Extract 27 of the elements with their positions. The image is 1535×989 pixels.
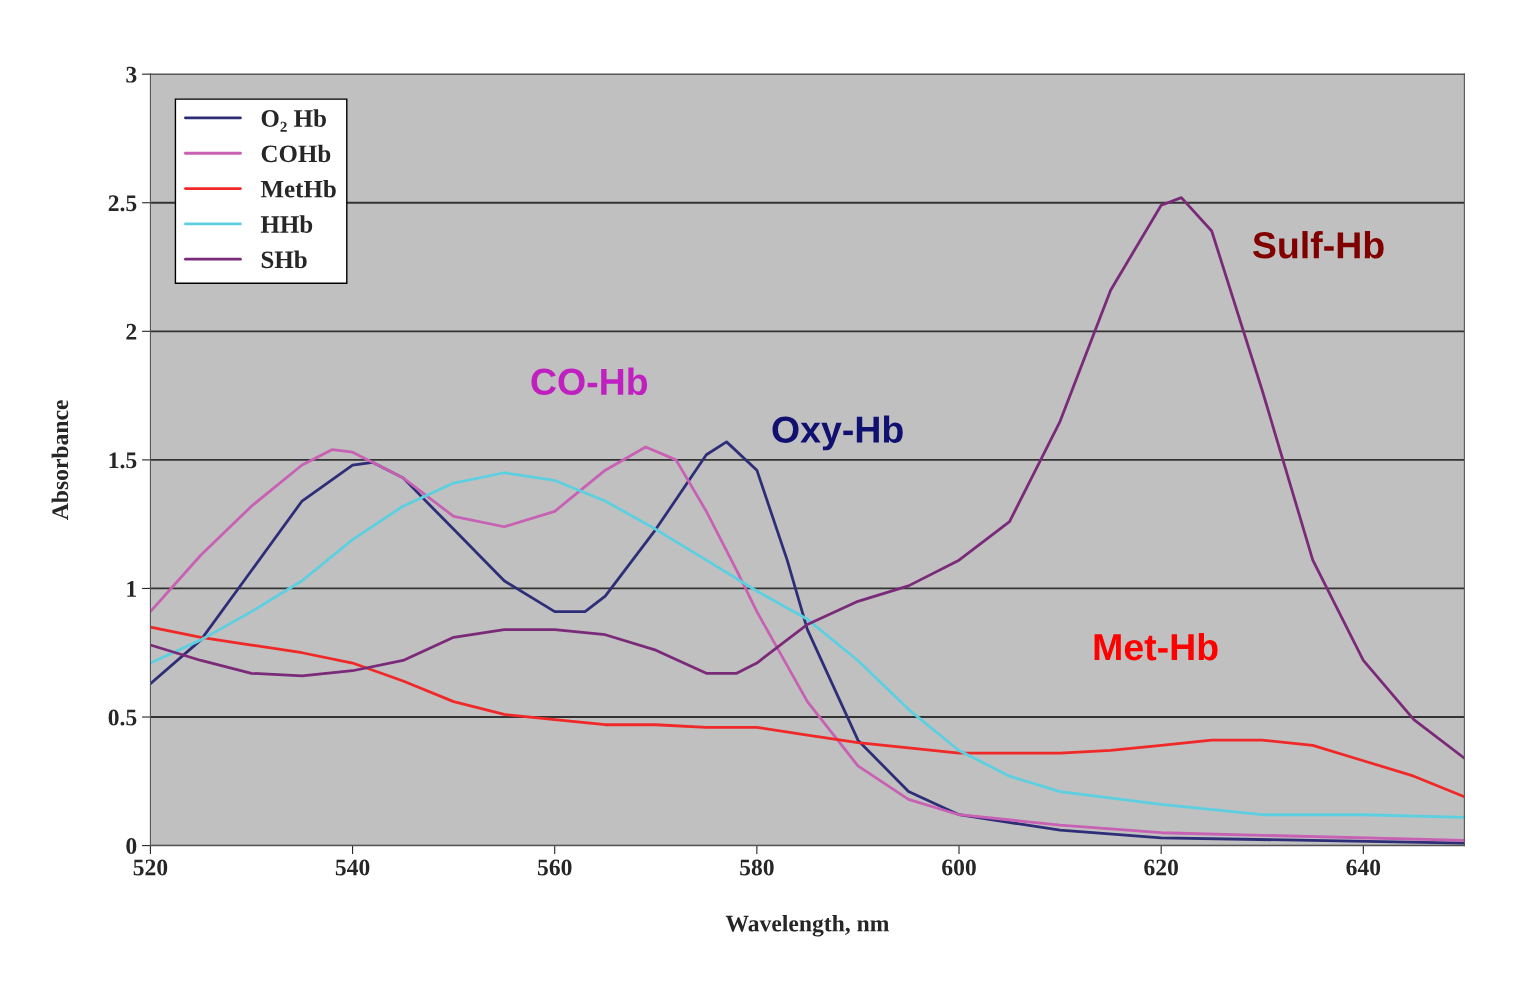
legend-label: MetHb [260, 179, 336, 198]
annotation: CO-Hb [531, 367, 648, 396]
legend-label: O₂ Hb [261, 109, 326, 132]
legend-label: COHb [261, 144, 331, 163]
y-tick-label: 0 [126, 838, 137, 855]
legend-label: HHb [260, 215, 313, 233]
x-tick-label: 580 [740, 859, 774, 876]
x-axis-title: Wavelength, nm [725, 914, 889, 937]
y-tick-label: 2 [126, 323, 137, 340]
x-tick-label: 560 [537, 859, 572, 876]
y-tick-label: 1.5 [109, 452, 137, 469]
x-tick-label: 600 [942, 859, 976, 876]
x-tick-label: 640 [1346, 859, 1381, 876]
annotation: Sulf-Hb [1252, 231, 1384, 259]
line-series [150, 625, 1465, 799]
y-axis-title: Absorbance [51, 400, 69, 520]
y-tick-label: 2.5 [108, 195, 137, 212]
x-tick-label: 540 [335, 859, 370, 876]
line-series [150, 196, 1465, 760]
y-tick-label: 1 [127, 581, 137, 597]
y-tick-label: 0.5 [108, 709, 137, 726]
y-tick-label: 3 [126, 66, 137, 83]
legend-label: SHb [261, 250, 307, 269]
x-tick-label: 620 [1144, 859, 1178, 876]
annotation: Oxy-Hb [772, 415, 903, 451]
annotation: Met-Hb [1094, 632, 1218, 661]
x-tick-label: 520 [133, 859, 168, 876]
